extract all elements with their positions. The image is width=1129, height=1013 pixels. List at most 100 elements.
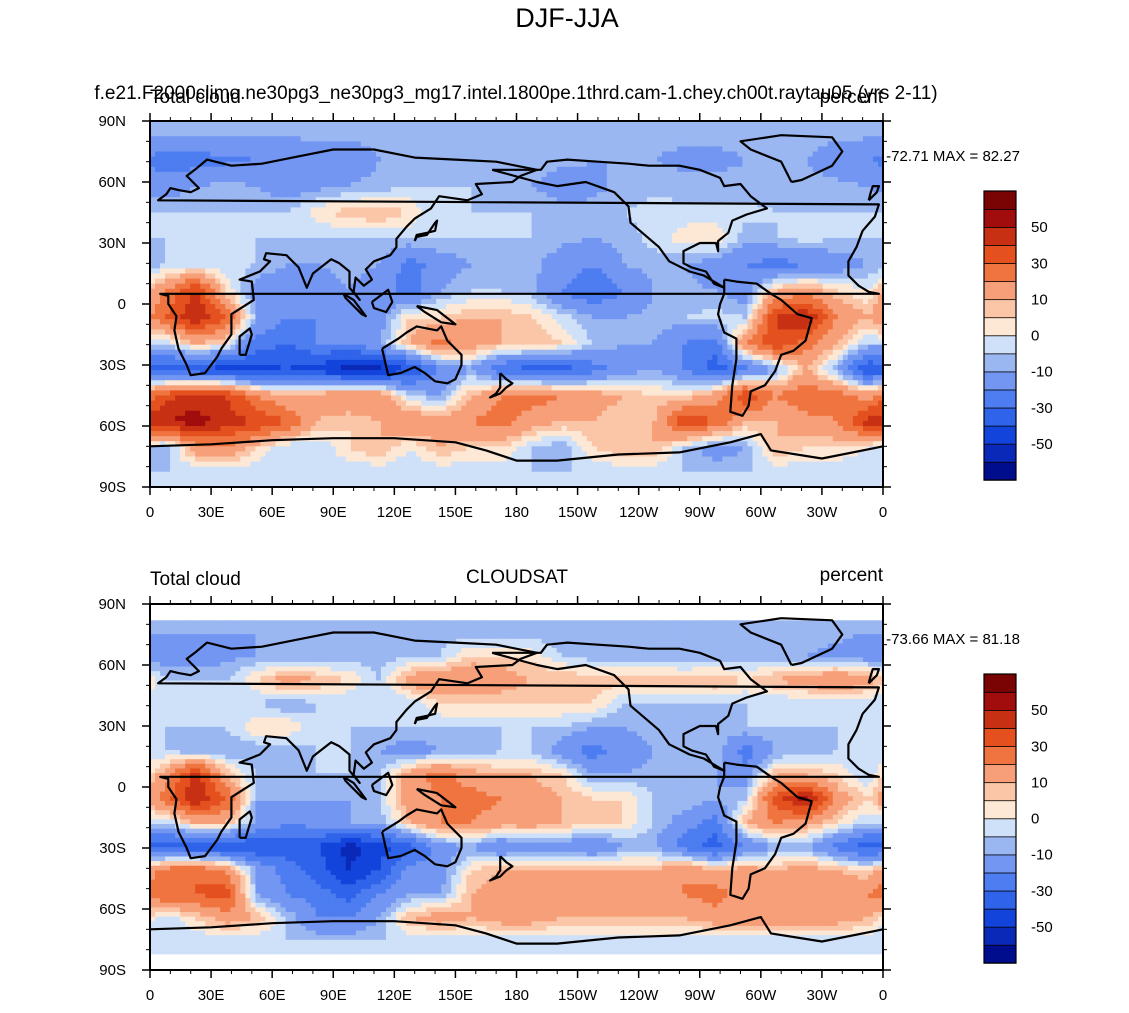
contour-cell <box>667 176 673 183</box>
contour-cell <box>396 136 402 142</box>
contour-cell <box>350 197 357 203</box>
contour-cell <box>471 176 477 183</box>
contour-cell <box>396 182 402 188</box>
contour-cell <box>682 176 688 183</box>
contour-cell <box>285 207 292 214</box>
contour-cell <box>340 258 347 264</box>
contour-cell <box>692 212 698 219</box>
contour-cell <box>506 243 513 249</box>
contour-cell <box>692 258 698 264</box>
contour-cell <box>516 258 523 264</box>
contour-cell <box>496 192 503 198</box>
contour-cell <box>807 253 814 259</box>
contour-cell <box>727 146 733 153</box>
contour-cell <box>411 192 417 198</box>
contour-cell <box>365 171 372 178</box>
contour-cell <box>556 126 563 132</box>
contour-cell <box>471 217 477 224</box>
contour-cell <box>300 136 307 142</box>
contour-cell <box>280 237 287 244</box>
contour-cell <box>626 192 633 198</box>
contour-cell <box>782 288 789 295</box>
contour-cell <box>566 248 573 254</box>
contour-cell <box>406 126 412 132</box>
contour-cell <box>205 151 211 158</box>
contour-cell <box>606 288 613 295</box>
contour-cell <box>757 212 764 219</box>
contour-cell <box>561 176 568 183</box>
contour-cell <box>315 243 322 249</box>
contour-cell <box>230 141 236 148</box>
contour-cell <box>461 151 467 158</box>
contour-cell <box>170 176 176 183</box>
contour-cell <box>496 283 503 290</box>
contour-cell <box>647 166 653 173</box>
contour-cell <box>330 237 337 244</box>
contour-cell <box>375 197 382 203</box>
contour-cell <box>401 192 407 198</box>
contour-cell <box>586 258 593 264</box>
contour-cell <box>842 207 849 214</box>
contour-cell <box>195 227 201 234</box>
contour-cell <box>235 263 241 270</box>
contour-cell <box>215 166 221 173</box>
run-title: f.e21.F2000climo.ne30pg3_ne30pg3_mg17.in… <box>94 83 937 104</box>
contour-cell <box>747 126 754 132</box>
contour-cell <box>647 248 653 254</box>
contour-cell <box>611 268 618 275</box>
contour-cell <box>406 288 412 295</box>
contour-cell <box>245 202 252 209</box>
contour-cell <box>566 207 573 214</box>
contour-cell <box>857 182 864 188</box>
contour-cell <box>265 161 272 168</box>
contour-cell <box>687 182 693 188</box>
contour-cell <box>315 126 322 132</box>
contour-cell <box>476 288 482 295</box>
contour-cell <box>652 171 658 178</box>
contour-cell <box>380 136 387 142</box>
contour-cell <box>180 156 186 163</box>
contour-cell <box>225 192 231 198</box>
contour-cell <box>290 136 297 142</box>
contour-cell <box>250 232 257 239</box>
contour-cell <box>365 253 372 259</box>
contour-cell <box>667 222 673 229</box>
contour-cell <box>325 288 332 295</box>
contour-cell <box>476 197 482 203</box>
contour-cell <box>335 248 342 254</box>
contour-cell <box>792 273 799 280</box>
contour-cell <box>516 278 523 285</box>
contour-cell <box>802 243 809 249</box>
contour-cell <box>697 222 703 229</box>
contour-cell <box>446 248 452 254</box>
contour-cell <box>787 263 794 270</box>
contour-cell <box>295 288 302 295</box>
contour-cell <box>722 243 728 249</box>
contour-cell <box>330 273 337 280</box>
contour-cell <box>275 182 282 188</box>
contour-cell <box>636 136 643 142</box>
contour-cell <box>380 156 387 163</box>
contour-cell <box>777 171 784 178</box>
contour-cell <box>642 187 648 193</box>
contour-cell <box>822 131 829 137</box>
contour-cell <box>360 222 367 229</box>
contour-cell <box>215 151 221 158</box>
contour-cell <box>812 207 819 214</box>
contour-cell <box>727 248 733 254</box>
contour-cell <box>195 273 201 280</box>
contour-cell <box>416 288 422 295</box>
contour-cell <box>797 166 804 173</box>
contour-cell <box>456 166 462 173</box>
contour-cell <box>355 151 362 158</box>
contour-cell <box>722 192 728 198</box>
contour-cell <box>616 263 623 270</box>
contour-cell <box>416 126 422 132</box>
contour-cell <box>411 268 417 275</box>
contour-cell <box>150 126 156 132</box>
contour-cell <box>546 121 553 127</box>
contour-cell <box>561 121 568 127</box>
contour-cell <box>792 253 799 259</box>
contour-cell <box>210 141 216 148</box>
contour-cell <box>396 166 402 173</box>
